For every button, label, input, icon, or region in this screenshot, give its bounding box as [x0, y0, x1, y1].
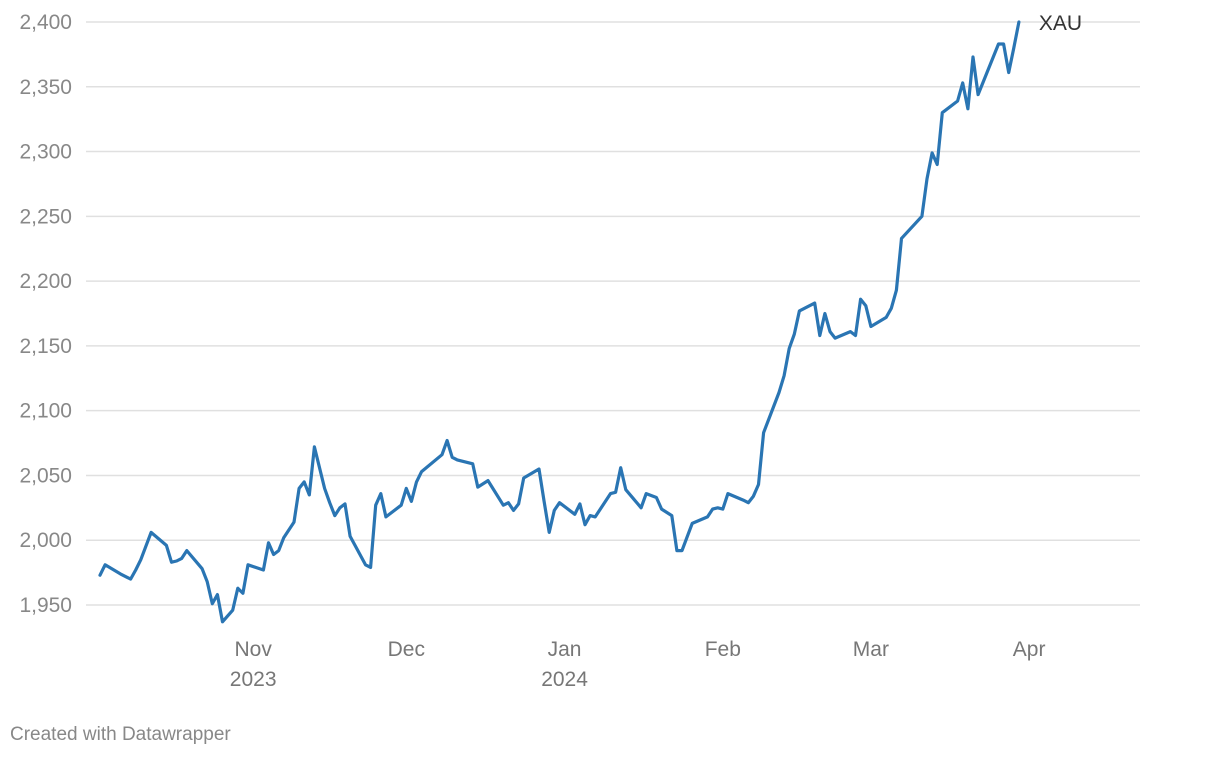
gold-price-line-chart: 1,950 2,000 2,050 2,100 2,150 2,200 2,250 2,300… — [19, 11, 1140, 691]
x-tick-year-label: 2023 — [230, 668, 277, 691]
y-tick-label: 1,950 — [19, 594, 72, 617]
y-tick-label: 2,400 — [19, 11, 72, 34]
y-tick-label: 2,000 — [19, 529, 72, 552]
series-line-xau — [98, 20, 1021, 624]
series-lines — [98, 20, 1021, 624]
x-tick-label: Mar — [853, 638, 889, 661]
y-axis: 1,950 2,000 2,050 2,100 2,150 2,200 2,250 2,300… — [19, 11, 72, 617]
x-tick-label: Apr — [1013, 638, 1046, 661]
x-tick-label: Feb — [705, 638, 741, 661]
y-tick-label: 2,150 — [19, 335, 72, 358]
x-tick-label: Dec — [388, 638, 425, 661]
series-label: XAU — [1039, 12, 1082, 35]
gridlines — [86, 21, 1140, 606]
y-tick-label: 2,300 — [19, 141, 72, 164]
y-tick-label: 2,250 — [19, 205, 72, 228]
series-labels: XAU — [1039, 12, 1082, 35]
x-tick-label: Jan — [548, 638, 582, 661]
y-tick-label: 2,200 — [19, 270, 72, 293]
y-tick-label: 2,100 — [19, 400, 72, 423]
x-tick-label: Nov — [234, 638, 272, 661]
y-tick-label: 2,050 — [19, 464, 72, 487]
x-axis: Nov 2023 Dec Jan 2024 Feb Mar Apr — [230, 638, 1046, 691]
footer-credit: Created with Datawrapper — [10, 724, 231, 745]
x-tick-year-label: 2024 — [541, 668, 588, 691]
y-tick-label: 2,350 — [19, 76, 72, 99]
